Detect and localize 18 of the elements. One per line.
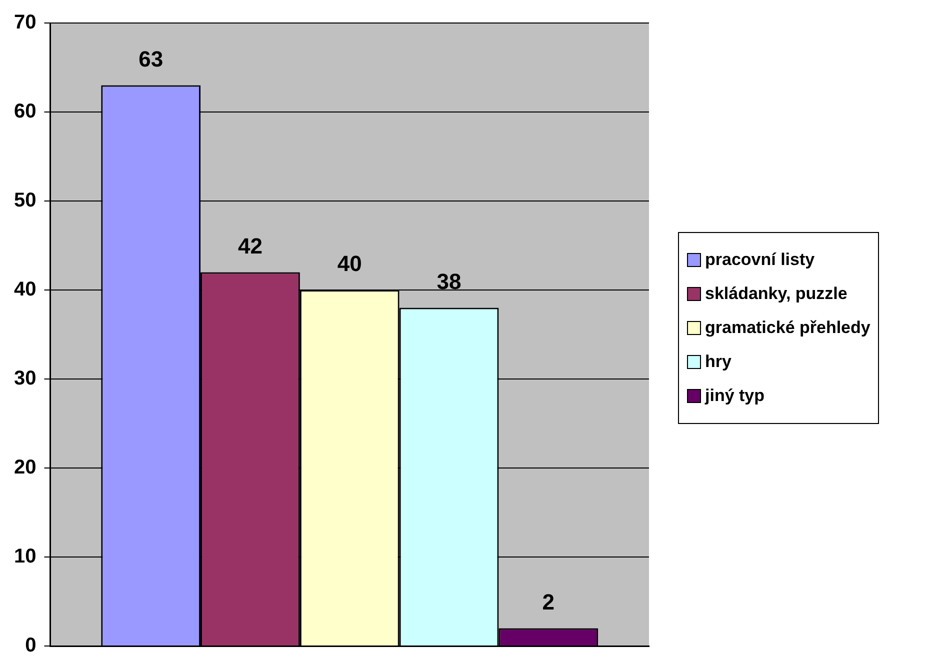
y-tick-label: 20 xyxy=(14,456,36,479)
data-label: 63 xyxy=(138,46,164,72)
legend-label: jiný typ xyxy=(705,386,765,406)
y-tick-label: 40 xyxy=(14,278,36,301)
data-label: 42 xyxy=(238,233,262,258)
legend-label: hry xyxy=(705,352,732,372)
y-tick-label: 70 xyxy=(14,12,36,34)
y-tick-label: 10 xyxy=(14,546,36,568)
legend-label: skládanky, puzzle xyxy=(705,284,848,304)
y-tick-label: 0 xyxy=(25,634,36,657)
legend-label: pracovní listy xyxy=(705,250,815,270)
data-label: 2 xyxy=(542,589,555,614)
y-tick-label: 60 xyxy=(14,100,36,123)
y-tick-label: 50 xyxy=(14,190,36,212)
legend-label: gramatické přehledy xyxy=(705,318,870,338)
data-label: 40 xyxy=(337,251,362,276)
data-label: 38 xyxy=(436,268,462,294)
y-tick-label: 30 xyxy=(14,368,36,390)
